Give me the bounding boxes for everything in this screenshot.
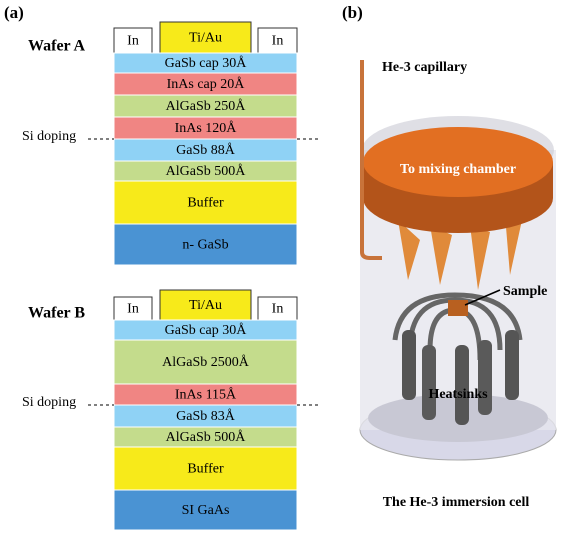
capillary-label: He-3 capillary — [382, 60, 467, 75]
wafer-name: Wafer A — [28, 38, 85, 55]
layer-label: AlGaSb 500Å — [166, 429, 247, 445]
layer-label: AlGaSb 250Å — [166, 98, 247, 114]
contact-label: Ti/Au — [189, 31, 222, 46]
layer-label: GaSb 88Å — [176, 142, 236, 158]
layer-label: GaSb cap 30Å — [165, 55, 248, 71]
doping-label: Si doping — [22, 395, 76, 410]
layer-label: AlGaSb 2500Å — [162, 354, 250, 370]
layer-label: AlGaSb 500Å — [166, 163, 247, 179]
contact-label: Ti/Au — [189, 298, 222, 313]
layer-label: Buffer — [187, 462, 224, 477]
contact-label: In — [272, 34, 284, 49]
layer-label: n- GaSb — [182, 238, 228, 253]
contact-label: In — [127, 34, 139, 49]
layer-label: InAs 120Å — [175, 120, 238, 136]
sample-label: Sample — [503, 284, 547, 299]
wafer-name: Wafer B — [28, 305, 85, 322]
contact-label: In — [127, 302, 139, 317]
panel-label: (a) — [4, 3, 24, 22]
caption: The He-3 immersion cell — [383, 495, 530, 510]
layer-label: GaSb 83Å — [176, 408, 236, 424]
layer-label: GaSb cap 30Å — [165, 322, 248, 338]
chamber-label: To mixing chamber — [400, 162, 516, 177]
heatsinks-label: Heatsinks — [428, 387, 488, 402]
layer-label: Buffer — [187, 196, 224, 211]
contact-label: In — [272, 302, 284, 317]
layer-label: InAs 115Å — [175, 387, 237, 403]
layer-label: InAs cap 20Å — [167, 76, 246, 92]
layer-label: SI GaAs — [182, 503, 230, 518]
panel-label: (b) — [342, 3, 363, 22]
doping-label: Si doping — [22, 129, 76, 144]
figure: (a) (b) He-3 capillary To mixing chamber… — [0, 0, 586, 534]
